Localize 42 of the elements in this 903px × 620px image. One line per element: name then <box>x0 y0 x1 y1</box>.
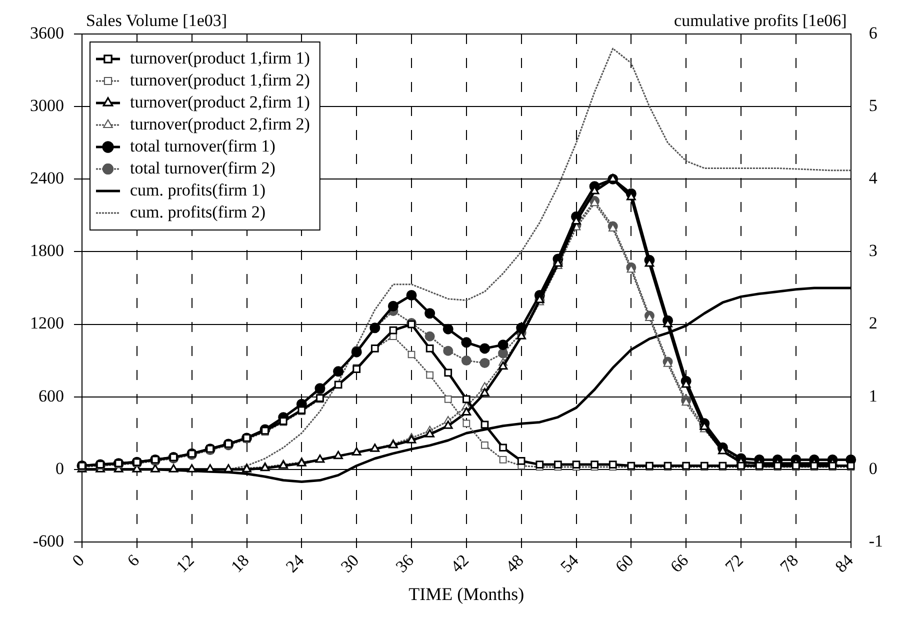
x-tick-label: 60 <box>612 550 638 576</box>
y-tick-label: 3000 <box>30 96 64 116</box>
x-tick-label: 24 <box>282 550 308 576</box>
legend-label: turnover(product 2,firm 1) <box>130 92 310 112</box>
legend-label: total turnover(firm 1) <box>130 136 276 156</box>
x-tick-label: 42 <box>446 550 472 576</box>
legend-label: turnover(product 1,firm 1) <box>130 48 310 68</box>
y2-axis-title: cumulative profits [1e06] <box>674 10 847 30</box>
x-tick-label: 0 <box>68 550 88 570</box>
x-tick-label: 30 <box>337 550 363 576</box>
y2-tick-label: 2 <box>868 314 878 333</box>
y-axis-title: Sales Volume [1e03] <box>86 10 228 30</box>
y-tick-label: 0 <box>56 458 64 478</box>
y2-tick-label: 3 <box>868 241 878 260</box>
y2-tick-label: 4 <box>868 168 878 188</box>
y-tick-label: 1200 <box>30 314 64 333</box>
legend-label: turnover(product 2,firm 2) <box>130 114 310 134</box>
y-tick-label: 2400 <box>30 168 64 188</box>
x-tick-label: 78 <box>776 550 802 576</box>
legend-label: turnover(product 1,firm 2) <box>130 70 310 90</box>
x-tick-label: 54 <box>556 550 583 576</box>
legend-label: cum. profits(firm 1) <box>130 180 266 200</box>
y2-tick-label: 1 <box>868 386 878 406</box>
legend-label: cum. profits(firm 2) <box>130 202 266 222</box>
x-axis-title: TIME (Months) <box>408 584 524 604</box>
y2-tick-label: -1 <box>868 531 884 550</box>
y-tick-label: -600 <box>32 531 64 550</box>
y2-tick-label: 0 <box>868 458 878 478</box>
x-tick-label: 84 <box>831 550 858 576</box>
x-tick-label: 12 <box>172 550 198 576</box>
x-tick-label: 66 <box>666 550 692 576</box>
x-tick-label: 36 <box>392 550 418 576</box>
x-tick-label: 6 <box>123 550 143 570</box>
y-tick-label: 1800 <box>30 241 64 260</box>
y-tick-label: 3600 <box>30 23 64 42</box>
y2-tick-label: 5 <box>868 96 878 116</box>
x-tick-label: 18 <box>227 550 253 576</box>
x-tick-label: 72 <box>722 550 747 576</box>
y2-tick-label: 6 <box>868 23 878 42</box>
x-tick-label: 48 <box>502 550 528 576</box>
y-tick-label: 600 <box>38 386 64 406</box>
legend-label: total turnover(firm 2) <box>130 158 276 178</box>
